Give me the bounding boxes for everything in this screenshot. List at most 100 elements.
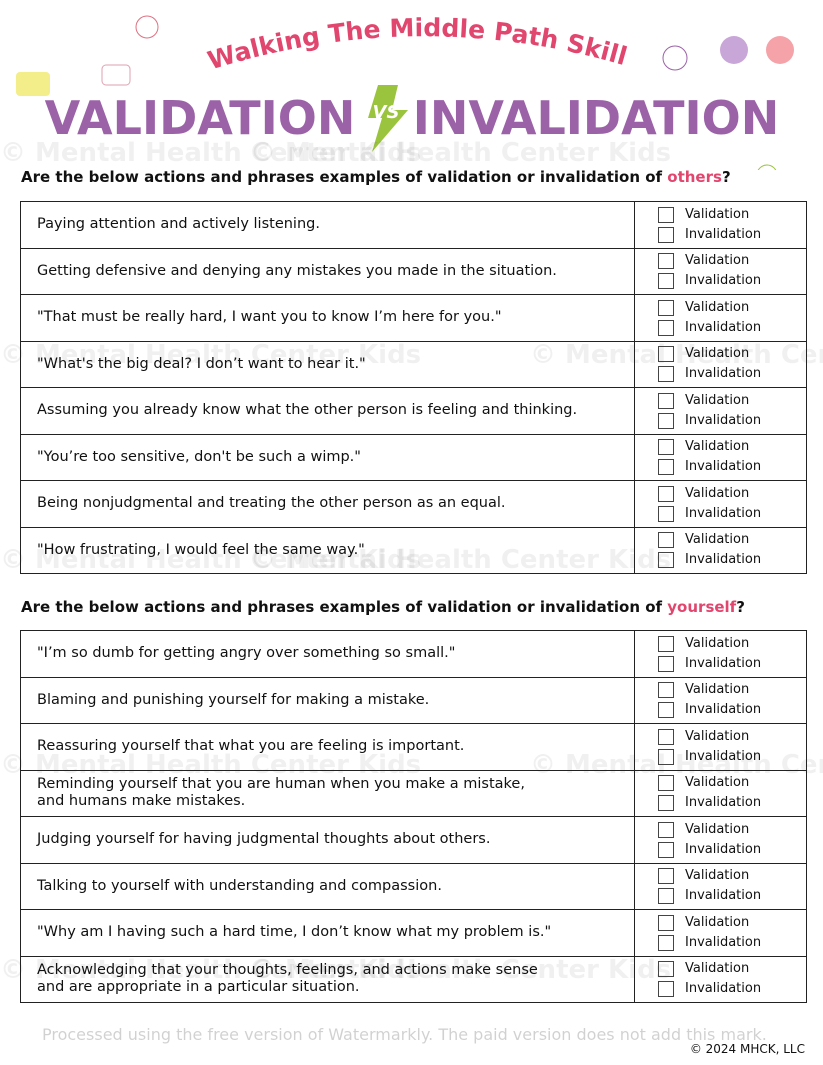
checkbox[interactable]: [658, 412, 674, 429]
row: "How frustrating, I would feel the same …: [20, 526, 807, 574]
row: Getting defensive and denying any mistak…: [20, 247, 807, 295]
checkbox[interactable]: [658, 299, 674, 316]
option: Invalidation: [635, 504, 806, 524]
checkbox[interactable]: [658, 319, 674, 336]
option-label: Invalidation: [685, 981, 762, 997]
checkbox[interactable]: [658, 485, 674, 502]
option-label: Invalidation: [685, 319, 762, 335]
checkbox[interactable]: [658, 392, 674, 409]
option-label: Validation: [685, 253, 750, 269]
row: "You’re too sensitive, don't be such a w…: [20, 433, 807, 481]
checkbox[interactable]: [658, 439, 674, 456]
option: Invalidation: [635, 933, 806, 953]
statement: "What's the big deal? I don’t want to he…: [20, 340, 635, 388]
option-label: Invalidation: [685, 412, 762, 428]
row: Reassuring yourself that what you are fe…: [20, 723, 807, 771]
checkbox[interactable]: [658, 961, 674, 978]
options: Validation Invalidation: [634, 387, 807, 435]
checkbox[interactable]: [658, 552, 674, 569]
option: Validation: [635, 251, 806, 271]
options: Validation Invalidation: [634, 676, 807, 724]
checkbox[interactable]: [658, 841, 674, 858]
checkbox[interactable]: [658, 934, 674, 951]
option: Validation: [635, 484, 806, 504]
statement: Being nonjudgmental and treating the oth…: [20, 480, 635, 528]
option-label: Invalidation: [685, 655, 762, 671]
question-end: ?: [721, 168, 731, 186]
options: Validation Invalidation: [634, 526, 807, 574]
checklist-table: "I’m so dumb for getting angry over some…: [20, 630, 807, 1003]
option: Invalidation: [635, 318, 806, 338]
option-label: Validation: [685, 821, 750, 837]
option: Invalidation: [635, 654, 806, 674]
checkbox[interactable]: [658, 702, 674, 719]
statement: Paying attention and actively listening.: [20, 201, 635, 249]
checkbox[interactable]: [658, 635, 674, 652]
option: Invalidation: [635, 979, 806, 999]
watermark: © Mental Health Center Kids: [250, 138, 672, 168]
row: Paying attention and actively listening.…: [20, 201, 807, 249]
statement: "You’re too sensitive, don't be such a w…: [20, 433, 635, 481]
statement: "I’m so dumb for getting angry over some…: [20, 630, 635, 678]
option: Validation: [635, 344, 806, 364]
option: Validation: [635, 727, 806, 747]
checkbox[interactable]: [658, 346, 674, 363]
checkbox[interactable]: [658, 795, 674, 812]
checkbox[interactable]: [658, 728, 674, 745]
option-label: Invalidation: [685, 505, 762, 521]
row: "Why am I having such a hard time, I don…: [20, 909, 807, 957]
option-label: Validation: [685, 485, 750, 501]
option-label: Validation: [685, 728, 750, 744]
option-label: Invalidation: [685, 888, 762, 904]
checkbox[interactable]: [658, 868, 674, 885]
options: Validation Invalidation: [634, 769, 807, 817]
checkbox[interactable]: [658, 914, 674, 931]
options: Validation Invalidation: [634, 340, 807, 388]
checkbox[interactable]: [658, 253, 674, 270]
options: Validation Invalidation: [634, 480, 807, 528]
checkbox[interactable]: [658, 748, 674, 765]
checkbox[interactable]: [658, 888, 674, 905]
option: Validation: [635, 866, 806, 886]
row: Blaming and punishing yourself for makin…: [20, 676, 807, 724]
checklist-table: Paying attention and actively listening.…: [20, 201, 807, 574]
checkbox[interactable]: [658, 226, 674, 243]
option-label: Validation: [685, 392, 750, 408]
option: Invalidation: [635, 886, 806, 906]
option: Validation: [635, 530, 806, 550]
processed-note: Processed using the free version of Wate…: [42, 1025, 767, 1044]
option: Invalidation: [635, 225, 806, 245]
option-label: Invalidation: [685, 552, 762, 568]
statement: Reassuring yourself that what you are fe…: [20, 723, 635, 771]
option-label: Invalidation: [685, 459, 762, 475]
checkbox[interactable]: [658, 273, 674, 290]
option-label: Invalidation: [685, 273, 762, 289]
row: "That must be really hard, I want you to…: [20, 294, 807, 342]
checkbox[interactable]: [658, 821, 674, 838]
checkbox[interactable]: [658, 505, 674, 522]
subtitle: Walking The Middle Path Skill: [204, 13, 630, 75]
option: Validation: [635, 298, 806, 318]
row: Assuming you already know what the other…: [20, 387, 807, 435]
checkbox[interactable]: [658, 532, 674, 549]
checkbox[interactable]: [658, 459, 674, 476]
options: Validation Invalidation: [634, 294, 807, 342]
option: Invalidation: [635, 271, 806, 291]
statement: Reminding yourself that you are human wh…: [20, 769, 635, 817]
checkbox[interactable]: [658, 655, 674, 672]
vs: VS: [373, 102, 400, 123]
checkbox[interactable]: [658, 981, 674, 998]
checkbox[interactable]: [658, 682, 674, 699]
option-label: Validation: [685, 868, 750, 884]
row: Acknowledging that your thoughts, feelin…: [20, 955, 807, 1003]
option-label: Invalidation: [685, 934, 762, 950]
option: Invalidation: [635, 747, 806, 767]
checkbox[interactable]: [658, 206, 674, 223]
checkbox[interactable]: [658, 366, 674, 383]
checkbox[interactable]: [658, 775, 674, 792]
title-left: VALIDATION: [45, 91, 356, 145]
option-label: Invalidation: [685, 748, 762, 764]
statement: "How frustrating, I would feel the same …: [20, 526, 635, 574]
option: Validation: [635, 959, 806, 979]
option: Invalidation: [635, 700, 806, 720]
